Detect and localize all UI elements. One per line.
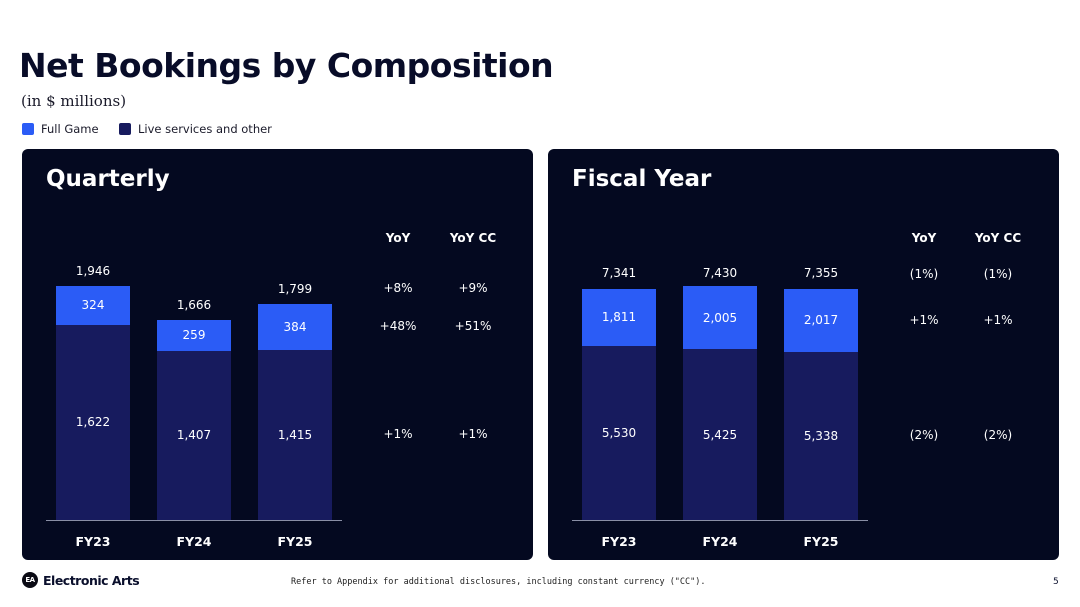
yoy-full-game: +1% <box>983 313 1013 327</box>
yoy-live-services: +1% <box>383 427 413 441</box>
label-total: 7,341 <box>601 266 637 280</box>
ea-logo-icon: EA <box>22 572 38 588</box>
label-live-services: 1,622 <box>75 415 111 430</box>
page-subtitle: (in $ millions) <box>21 92 127 110</box>
category-label: FY24 <box>702 534 738 549</box>
legend-swatch <box>22 123 34 135</box>
label-full-game: 2,005 <box>702 310 738 325</box>
table-header: YoY <box>385 231 411 245</box>
bar-live-services <box>683 349 757 520</box>
yoy-total: +9% <box>458 281 488 295</box>
legend-label: Full Game <box>41 122 99 136</box>
yoy-live-services: +1% <box>458 427 488 441</box>
category-label: FY23 <box>75 534 111 549</box>
footer-brand: EA Electronic Arts <box>22 572 140 588</box>
table-header: YoY <box>911 231 937 245</box>
legend-full-game: Full Game <box>22 122 99 136</box>
category-label: FY25 <box>803 534 839 549</box>
label-live-services: 5,338 <box>803 429 839 443</box>
bar-live-services <box>157 350 231 520</box>
legend-label: Live services and other <box>138 122 272 136</box>
bar-live-services <box>784 352 858 520</box>
yoy-total: +8% <box>383 281 413 295</box>
label-total: 7,355 <box>803 266 839 280</box>
label-full-game: 1,811 <box>601 310 637 325</box>
bar-full-game <box>683 286 757 350</box>
label-live-services: 1,415 <box>277 427 313 442</box>
table-header: YoY CC <box>974 231 1022 245</box>
bar-live-services <box>56 324 130 520</box>
bar-full-game <box>784 288 858 353</box>
bar-full-game <box>258 303 332 350</box>
page-number: 5 <box>1053 577 1059 587</box>
yoy-full-game: +51% <box>454 319 492 333</box>
category-label: FY24 <box>176 534 212 549</box>
label-total: 7,430 <box>702 266 738 280</box>
bar-full-game <box>157 319 231 351</box>
label-total: 1,666 <box>176 297 212 312</box>
bar-full-game <box>582 289 656 346</box>
label-live-services: 5,530 <box>601 425 637 440</box>
label-live-services: 1,407 <box>176 428 212 443</box>
table-header: YoY CC <box>449 231 497 245</box>
label-full-game: 324 <box>81 298 105 313</box>
yoy-full-game: +1% <box>909 313 939 327</box>
yoy-full-game: +48% <box>379 319 417 333</box>
brand-name: Electronic Arts <box>43 572 140 588</box>
page-title: Net Bookings by Composition <box>19 46 554 85</box>
yoy-live-services: (2%) <box>983 428 1013 442</box>
quarterly-panel: Quarterly 1,622 324 1,946 FY23 1,407 259 1,666… <box>22 149 533 560</box>
panel-title: Quarterly <box>46 166 170 192</box>
bar-full-game <box>56 286 130 325</box>
footnote: Refer to Appendix for additional disclos… <box>291 577 706 587</box>
legend-swatch <box>119 123 131 135</box>
x-axis-line <box>46 520 342 521</box>
yoy-total: (1%) <box>983 267 1013 281</box>
fiscal-year-panel: Fiscal Year 5,530 1,811 7,341 FY23 5,425 2,00… <box>548 149 1059 560</box>
label-live-services: 5,425 <box>702 427 738 442</box>
label-total: 1,799 <box>277 281 313 296</box>
label-full-game: 2,017 <box>803 313 839 328</box>
bar-live-services <box>582 345 656 520</box>
label-full-game: 384 <box>283 319 307 334</box>
x-axis-line <box>572 520 868 521</box>
label-full-game: 259 <box>182 328 206 343</box>
category-label: FY25 <box>277 534 313 549</box>
label-total: 1,946 <box>75 264 111 278</box>
panel-title: Fiscal Year <box>572 166 712 192</box>
legend-live-services: Live services and other <box>119 122 272 136</box>
bar-live-services <box>258 349 332 520</box>
category-label: FY23 <box>601 534 637 549</box>
yoy-live-services: (2%) <box>909 428 939 442</box>
yoy-total: (1%) <box>909 267 939 281</box>
